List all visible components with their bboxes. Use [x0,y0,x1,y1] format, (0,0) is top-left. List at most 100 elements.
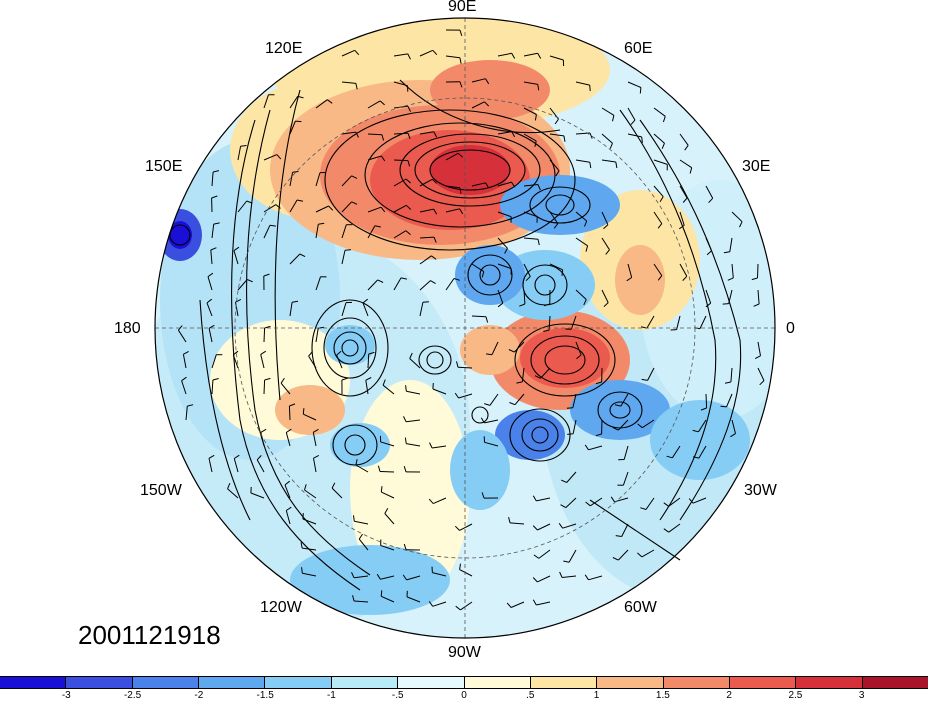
wind-barb [419,208,434,213]
wind-barb [497,131,512,135]
wind-barb [699,315,707,329]
wind-barb-flag [187,404,194,407]
wind-barb-flag [376,573,381,580]
wind-barb [331,487,343,499]
wind-barb-flag [659,196,664,202]
wind-barb-flag [327,99,333,104]
wind-barb [575,211,588,222]
wind-barb-flag [295,120,302,123]
wind-barb-flag [403,543,407,550]
wind-barb-flag [382,379,386,386]
graticule [155,18,775,638]
wind-barb-flag [405,230,411,235]
colorbar-tick-label: 2.5 [788,690,803,701]
wind-barb [562,523,577,529]
wind-barb [367,279,379,291]
lon-label-150e: 150E [145,158,183,175]
wind-barb [181,380,187,395]
wind-barb-flag [637,552,643,558]
wind-barb-flag [432,49,438,56]
wind-barb-flag [428,498,434,504]
colorbar-segment [398,677,465,688]
wind-barb-flag [178,325,183,331]
wind-barb-flag [289,403,296,407]
wind-barb-flag [567,433,574,435]
colorbar-tick-label: -2 [194,690,204,701]
colorbar-segment [132,677,200,688]
wind-barb [617,419,629,431]
wind-barb [601,289,609,303]
wind-barb [572,419,577,434]
wind-barb [668,523,681,533]
wind-barb-flag [431,255,437,260]
wind-barb-flag [688,498,694,504]
wind-barb [313,458,317,473]
wind-barb-flag [304,484,307,491]
wind-barb [653,133,665,144]
wind-barb-flag [286,506,292,511]
wind-barb-flag [720,405,727,408]
wind-barb [679,133,689,146]
colorbar-tick-label: -3 [61,690,71,701]
wind-barb-flag [561,479,567,483]
wind-barb [588,445,603,451]
wind-barb [705,289,712,304]
wind-barb [362,302,369,317]
wind-barb-flag [341,377,348,381]
wind-barb-flag [583,299,587,306]
wind-barb [731,263,734,278]
wind-barb-flag [299,253,306,258]
wind-barb-flag [456,361,459,368]
wind-barb-flag [208,324,215,329]
wind-barb [471,182,486,187]
wind-barb [445,152,459,161]
wind-barb-flag [212,170,220,173]
wind-barb [406,596,421,603]
wind-barb-flag [504,248,508,254]
wind-barb-flag [532,577,538,583]
wind-barb-flag [641,136,643,143]
wind-barb-flag [292,171,299,173]
wind-barb [380,595,395,603]
wind-barb [623,445,629,460]
wind-barb [341,201,352,213]
wind-barb [575,237,588,247]
wind-barb [406,390,421,395]
wind-barb [729,237,733,252]
colorbar-segment [663,677,730,688]
wind-barb-flag [318,222,325,225]
wind-barb [540,367,551,379]
wind-barb-flag [537,184,541,191]
wind-barb [256,459,265,473]
wind-barb-flag [584,220,588,227]
wind-barb [601,211,609,225]
wind-barb [621,523,629,537]
wind-barb [406,575,421,581]
wind-barb [653,211,663,224]
wind-barb-flag [276,154,282,160]
lon-label-90w: 90W [448,644,481,661]
wind-barb [381,491,395,499]
wind-barb-flag [560,504,567,509]
wind-barb-flag [183,350,189,355]
wind-barb [232,354,239,369]
wind-barb-flag [626,277,632,282]
wind-barb-flag [344,249,352,251]
lon-label-90e: 90E [448,0,477,15]
wind-barb-flag [727,277,734,281]
wind-barb [537,523,551,531]
wind-barb [227,488,239,499]
wind-barb-flag [700,407,707,411]
wind-barb-flag [630,119,636,125]
wind-barb-flag [405,385,407,392]
wind-barb-flag [313,428,319,433]
wind-barb [705,237,713,252]
wind-barb [288,405,291,421]
wind-barb-flag [459,208,464,215]
wind-barb [705,185,714,199]
wind-barb [263,327,266,343]
wind-barb-flag [351,175,358,179]
wind-barb-flag [380,486,383,493]
wind-barb [284,484,291,499]
wind-barb-flag [234,454,240,459]
